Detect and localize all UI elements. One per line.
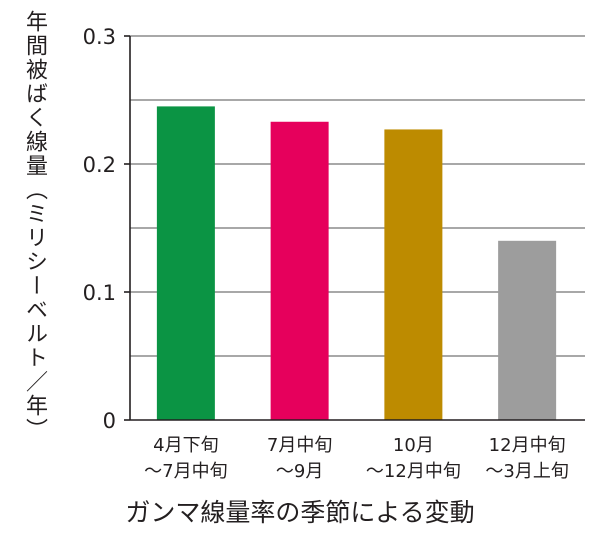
x-tick-label-3: 10月〜12月中旬	[366, 435, 461, 482]
x-tick-label-line: 〜9月	[276, 461, 323, 482]
bar-1	[156, 106, 215, 421]
chart-caption: ガンマ線量率の季節による変動	[125, 498, 475, 527]
bar-3	[384, 129, 443, 420]
bars	[156, 106, 557, 421]
bar-4	[498, 240, 557, 420]
y-tick-label: 0.2	[83, 153, 116, 177]
x-tick-label-line: 12月中旬	[489, 435, 566, 456]
x-tick-label-line: 4月下旬	[153, 435, 218, 456]
y-tick-label: 0.1	[83, 281, 116, 305]
y-axis-label-wrap: 年間被ばく線量（ミリシーベルト／年）	[18, 10, 52, 442]
x-tick-label-2: 7月中旬〜9月	[267, 435, 332, 482]
y-tick-labels: 0 0.1 0.2 0.3	[83, 25, 116, 433]
x-tick-label-line: 10月	[393, 435, 434, 456]
x-tick-label-4: 12月中旬〜3月上旬	[485, 435, 568, 482]
bar-2	[270, 121, 329, 420]
y-axis-label: 年間被ばく線量（ミリシーベルト／年）	[22, 10, 47, 442]
x-tick-label-line: 〜3月上旬	[485, 461, 568, 482]
x-tick-labels: 4月下旬〜7月中旬 7月中旬〜9月 10月〜12月中旬 12月中旬〜3月上旬	[144, 435, 569, 482]
x-tick-label-line: 7月中旬	[267, 435, 332, 456]
y-tick-label: 0.3	[83, 25, 116, 49]
x-tick-label-1: 4月下旬〜7月中旬	[144, 435, 227, 482]
y-tick-label: 0	[103, 409, 116, 433]
x-tick-label-line: 〜7月中旬	[144, 461, 227, 482]
axes	[124, 35, 585, 421]
x-tick-label-line: 〜12月中旬	[366, 461, 461, 482]
